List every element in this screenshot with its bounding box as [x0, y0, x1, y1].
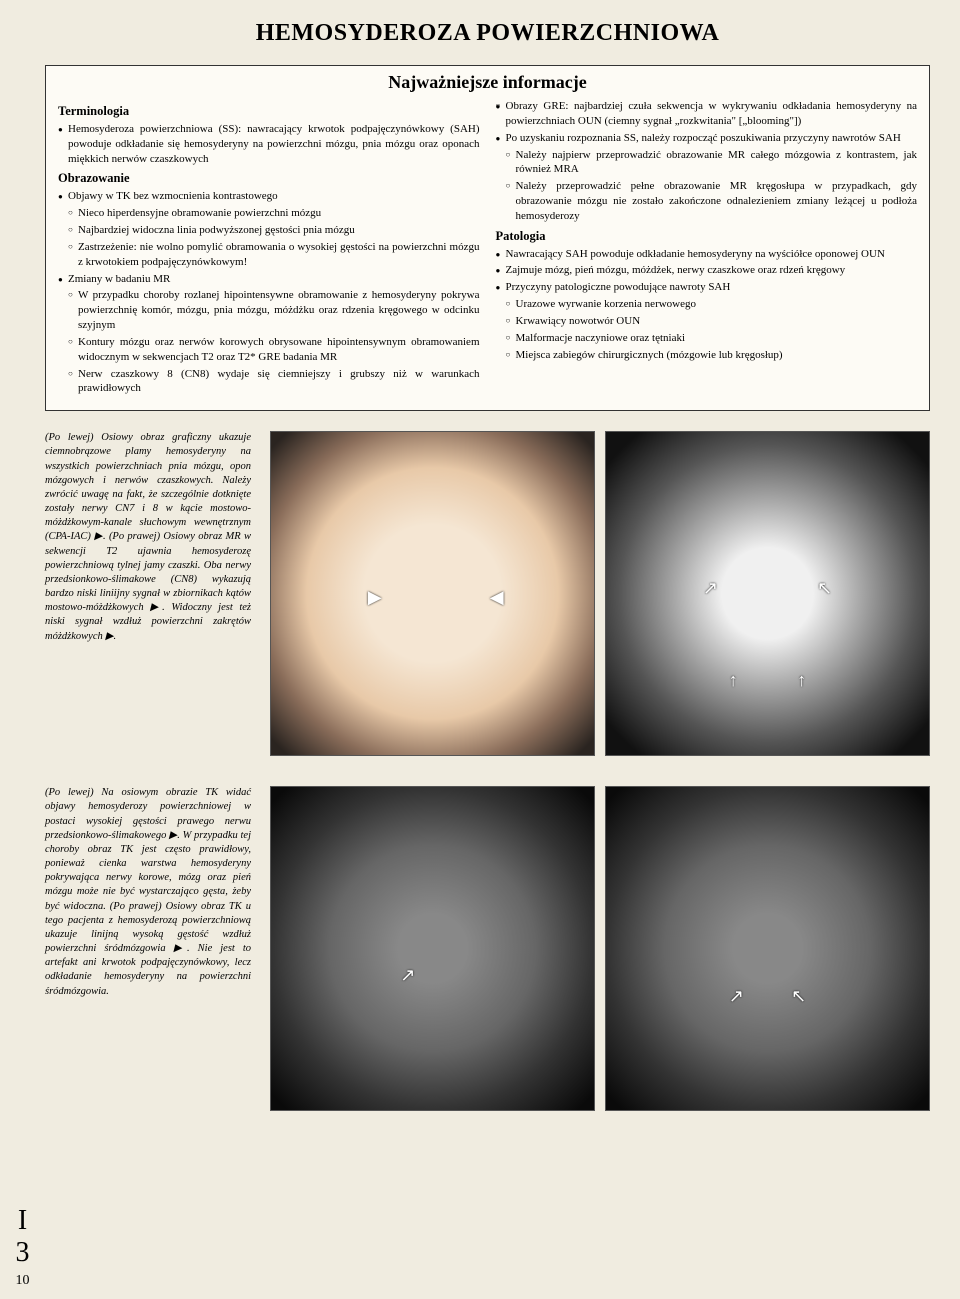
list-item: Urazowe wyrwanie korzenia nerwowego: [506, 297, 918, 312]
figure-ct-left: ↗: [270, 786, 595, 1111]
patologia-head: Patologia: [496, 228, 918, 245]
list-item: Należy najpierw przeprowadzić obrazowani…: [506, 148, 918, 178]
figure-caption-2: (Po lewej) Na osiowym obrazie TK widać o…: [45, 786, 255, 999]
list-item: Hemosyderoza powierzchniowa (SS): nawrac…: [58, 122, 480, 167]
list-item: Należy przeprowadzić pełne obrazowanie M…: [506, 179, 918, 224]
left-column: Terminologia Hemosyderoza powierzchniowa…: [58, 99, 480, 398]
sidebar-category: Rozpoznania na podstawie zmian patologic…: [10, 0, 26, 80]
bullet-text: Zmiany w badaniu MR: [68, 273, 170, 285]
list-item: Objawy w TK bez wzmocnienia kontrastoweg…: [58, 189, 480, 269]
chapter-prefix: I: [18, 1205, 27, 1236]
list-item: Zajmuje mózg, pień mózgu, móżdżek, nerwy…: [496, 263, 918, 278]
list-item: Obrazy GRE: najbardziej czuła sekwencja …: [496, 99, 918, 129]
key-info-block: Najważniejsze informacje Terminologia He…: [45, 65, 930, 411]
list-item: Najbardziej widoczna linia podwyższonej …: [68, 223, 480, 238]
list-item: Kontury mózgu oraz nerwów korowych obrys…: [68, 335, 480, 365]
list-item: Przyczyny patologiczne powodujące nawrot…: [496, 280, 918, 362]
key-info-header: Najważniejsze informacje: [46, 66, 929, 99]
chapter-number: I 3: [10, 1205, 35, 1269]
page-title: HEMOSYDEROZA POWIERZCHNIOWA: [45, 20, 930, 47]
list-item: Nieco hiperdensyjne obramowanie powierzc…: [68, 206, 480, 221]
list-item: Miejsca zabiegów chirurgicznych (mózgowi…: [506, 348, 918, 363]
list-item: Zastrzeżenie: nie wolno pomylić obramowa…: [68, 240, 480, 270]
bullet-text: Przyczyny patologiczne powodujące nawrot…: [506, 281, 731, 293]
figure-ct-right: ↗ ↖: [605, 786, 930, 1111]
list-item: Nerw czaszkowy 8 (CN8) wydaje się ciemni…: [68, 367, 480, 397]
list-item: Krwawiący nowotwór OUN: [506, 314, 918, 329]
list-item: Zmiany w badaniu MR W przypadku choroby …: [58, 272, 480, 397]
figure-row-2: (Po lewej) Na osiowym obrazie TK widać o…: [45, 786, 930, 1111]
chapter-val: 3: [16, 1237, 30, 1268]
list-item: Obrazy GRE: najbardziej czuła sekwencja …: [496, 99, 918, 129]
list-item: Nawracający SAH powoduje odkładanie hemo…: [496, 247, 918, 262]
obrazowanie-head: Obrazowanie: [58, 170, 480, 187]
bullet-text: Po uzyskaniu rozpoznania SS, należy rozp…: [506, 132, 901, 144]
bullet-text: Objawy w TK bez wzmocnienia kontrastoweg…: [68, 190, 278, 202]
figure-row-1: (Po lewej) Osiowy obraz graficzny ukazuj…: [45, 431, 930, 756]
terminologia-head: Terminologia: [58, 103, 480, 120]
list-item: Po uzyskaniu rozpoznania SS, należy rozp…: [496, 131, 918, 224]
figure-illustration: ▶ ◀: [270, 431, 595, 756]
figure-caption-1: (Po lewej) Osiowy obraz graficzny ukazuj…: [45, 431, 255, 644]
page-number: 10: [10, 1273, 35, 1289]
right-column: Obrazy GRE: najbardziej czuła sekwencja …: [496, 99, 918, 398]
figure-mri: ↗ ↖ ↑ ↑: [605, 431, 930, 756]
list-item: Malformacje naczyniowe oraz tętniaki: [506, 331, 918, 346]
list-item: W przypadku choroby rozlanej hipointensy…: [68, 288, 480, 333]
